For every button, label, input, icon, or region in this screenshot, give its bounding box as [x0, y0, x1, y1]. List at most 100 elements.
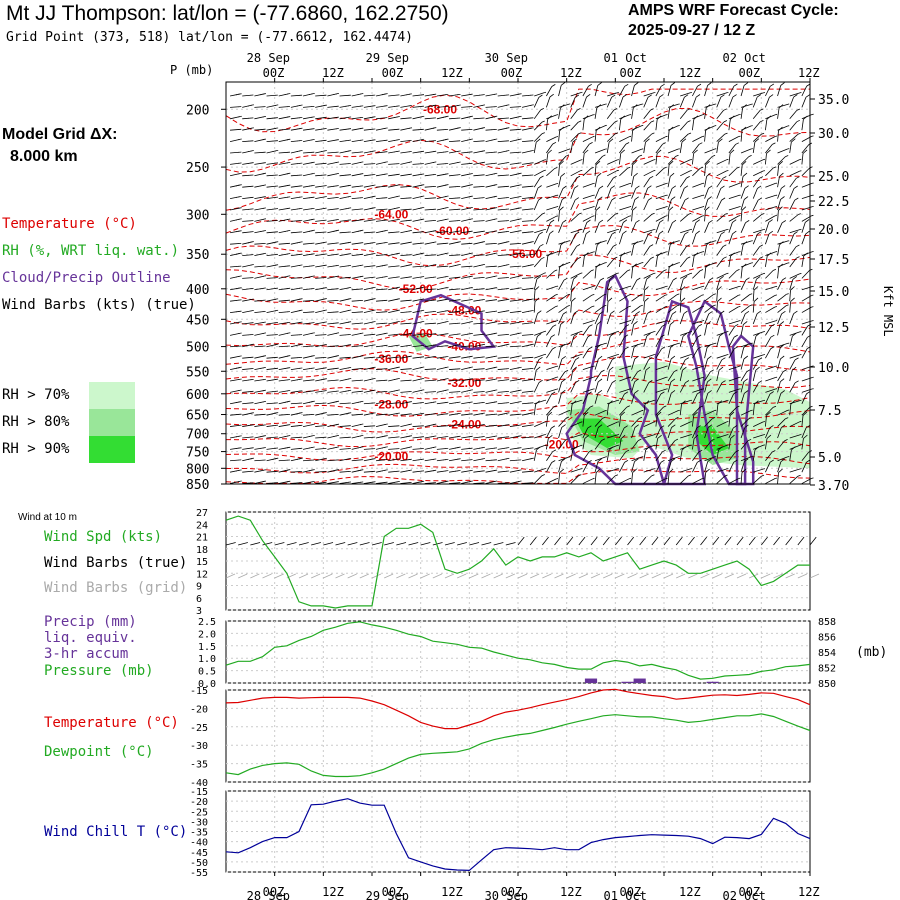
- wind-chill-ytick-label: -55: [190, 868, 208, 879]
- legend-wind-barbs: Wind Barbs (kts) (true): [2, 297, 196, 313]
- surface-barb-grid: [603, 573, 613, 579]
- height-tick-label: 25.0: [818, 170, 849, 185]
- surface-barb-true: [371, 542, 382, 546]
- forecast-cycle-label: AMPS WRF Forecast Cycle:: [628, 2, 839, 19]
- rh-shade-region: [574, 418, 624, 449]
- temperature-contour-label: -60.00: [435, 224, 469, 238]
- wind-barbs-true-legend: Wind Barbs (true): [44, 555, 187, 571]
- surface-barb-grid: [724, 573, 734, 579]
- surface-barb-grid: [809, 573, 820, 579]
- surface-barb-true: [274, 542, 285, 546]
- temperature-contour-label: -20.00: [374, 450, 408, 464]
- precip-ytick-label: 0.0: [198, 679, 216, 690]
- surface-barb-grid: [761, 573, 771, 579]
- surface-barb-grid: [542, 573, 552, 579]
- model-grid-label: Model Grid ΔX:: [2, 126, 118, 143]
- precip-legend-accum: 3-hr accum: [44, 646, 128, 662]
- legend-temperature: Temperature (°C): [2, 216, 137, 232]
- bottom-time-tick-label: 12Z: [441, 885, 463, 899]
- surface-barb-true: [688, 536, 695, 546]
- surface-barb-grid: [688, 573, 698, 579]
- surface-barb-true: [761, 536, 768, 546]
- height-axis-label: Kft MSL: [881, 286, 895, 337]
- surface-barb-true: [505, 542, 516, 546]
- surface-barb-true: [639, 536, 647, 546]
- surface-barb-true: [408, 542, 419, 546]
- temperature-ytick-label: -40: [190, 778, 208, 789]
- surface-barb-grid: [274, 573, 284, 579]
- wind-ytick-label: 27: [196, 508, 208, 519]
- surface-barb-true: [420, 542, 431, 546]
- temperature-contour: [225, 107, 811, 173]
- top-time-tick-label: 00Z: [263, 66, 285, 80]
- surface-barb-true: [481, 542, 492, 546]
- temperature-line: [225, 688, 811, 730]
- bottom-date-label: 28 Sep: [247, 889, 290, 900]
- top-date-label: 30 Sep: [485, 51, 528, 65]
- surface-barb-grid: [420, 573, 430, 579]
- top-time-tick-label: 00Z: [620, 66, 642, 80]
- top-time-tick-label: 12Z: [441, 66, 463, 80]
- temperature-contour-label: -64.00: [374, 207, 408, 221]
- pressure-axis-label: P (mb): [170, 63, 213, 77]
- temperature-contour: [225, 355, 811, 381]
- top-time-tick-label: 12Z: [322, 66, 344, 80]
- temperature-contour: [225, 469, 811, 484]
- bottom-time-tick-label: 00Z: [738, 885, 760, 899]
- surface-barb-true: [736, 536, 744, 546]
- surface-barb-true: [469, 542, 480, 546]
- surface-barb-true: [663, 536, 671, 546]
- height-tick-label: 35.0: [818, 93, 849, 108]
- wind-ytick-label: 6: [196, 594, 202, 605]
- legend-rh80-swatch: [89, 409, 135, 436]
- top-time-tick-label: 12Z: [798, 66, 820, 80]
- surface-barb-grid: [335, 573, 345, 579]
- precip-bar: [621, 681, 634, 683]
- temperature-contour: [225, 455, 811, 474]
- surface-barb-true: [262, 542, 273, 546]
- precip-ytick-label: 2.0: [198, 629, 216, 640]
- height-tick-label: 30.0: [818, 127, 849, 142]
- temperature-contour: [225, 155, 811, 211]
- surface-barb-true: [627, 536, 635, 546]
- surface-barb-grid: [225, 573, 236, 579]
- surface-barb-grid: [554, 573, 564, 579]
- cloud-precip-outline: [411, 293, 497, 351]
- pressure-tick-label: 250: [186, 161, 209, 176]
- wind-barbs-grid-legend: Wind Barbs (grid): [44, 580, 187, 596]
- temperature-contour: [225, 225, 811, 267]
- wind-chill-line: [225, 798, 811, 872]
- surface-barb-true: [712, 536, 720, 546]
- surface-barb-grid: [432, 573, 442, 579]
- surface-barb-true: [602, 536, 610, 546]
- surface-barb-grid: [371, 573, 382, 579]
- legend-rh90-label: RH > 90%: [2, 441, 70, 457]
- temperature-contour: [225, 278, 811, 311]
- surface-barb-true: [748, 536, 756, 546]
- precip-legend: Precip (mm): [44, 614, 137, 630]
- surface-barb-grid: [700, 573, 710, 579]
- temperature-contour: [225, 192, 811, 240]
- surface-barb-grid: [736, 573, 747, 579]
- surface-barb-true: [396, 542, 407, 546]
- pressure-tick-label: 850: [186, 478, 209, 493]
- temperature-legend: Temperature (°C): [44, 715, 179, 731]
- surface-barb-true: [578, 536, 586, 546]
- precip-ytick-label: 0.5: [198, 667, 216, 678]
- wind-chill-ytick-label: -50: [190, 858, 208, 869]
- surface-barb-grid: [298, 573, 309, 579]
- wind-ytick-label: 3: [196, 606, 202, 617]
- top-time-tick-label: 12Z: [560, 66, 582, 80]
- temperature-contour: [225, 300, 811, 330]
- surface-barb-true: [724, 536, 732, 546]
- surface-barb-grid: [359, 573, 369, 579]
- surface-barb-grid: [530, 573, 540, 579]
- surface-barb-grid: [590, 573, 601, 579]
- model-grid-value: 8.000 km: [10, 148, 78, 165]
- pressure-legend: Pressure (mb): [44, 663, 154, 679]
- legend-rh70-label: RH > 70%: [2, 387, 70, 403]
- bottom-time-tick-label: 12Z: [560, 885, 582, 899]
- pressure-tick-label: 650: [186, 409, 209, 424]
- temperature-contour: [225, 338, 811, 366]
- bottom-date-label: 01 Oct: [604, 889, 647, 900]
